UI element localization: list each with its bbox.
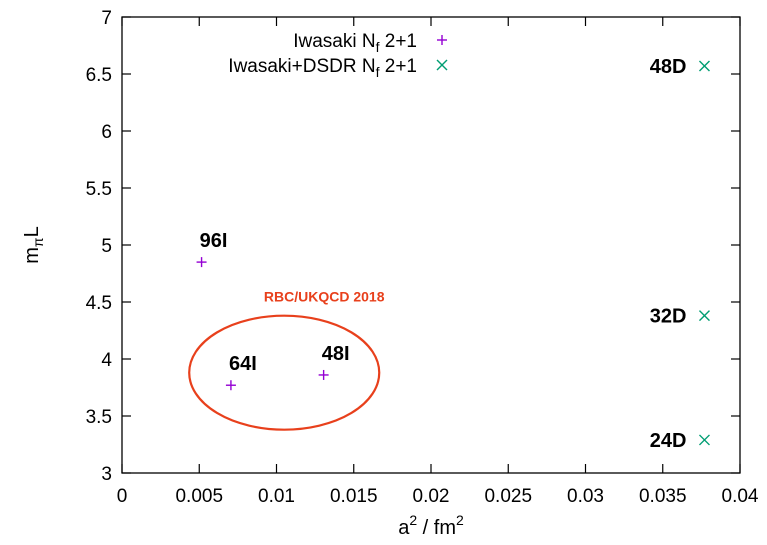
plot-frame — [121, 16, 741, 474]
legend-entry-label: Iwasaki+DSDR Nf 2+1 — [228, 56, 417, 80]
point-label: 64I — [229, 353, 257, 375]
point-label: 96I — [200, 230, 228, 252]
data-point — [698, 60, 710, 72]
y-tick-label: 5.5 — [86, 179, 112, 200]
y-tick-label: 7 — [101, 8, 112, 29]
x-axis-title: a2 / fm2 — [398, 512, 464, 539]
y-tick-label: 5 — [101, 236, 112, 257]
point-label: 32D — [650, 306, 687, 328]
data-points: 96I 64I 48I 48D 32D 24D — [196, 56, 710, 452]
x-tick-label: 0 — [117, 486, 128, 507]
y-axis-title-sub: π — [30, 237, 46, 247]
y-tick-label: 6.5 — [86, 65, 112, 86]
y-tick-label: 6 — [101, 122, 112, 143]
point-label: 48I — [322, 343, 350, 365]
group-ellipse — [188, 314, 381, 431]
y-tick-label: 3 — [101, 464, 112, 485]
data-point — [225, 380, 236, 391]
x-tick-label: 0.03 — [567, 486, 604, 507]
y-tick-label: 4.5 — [86, 293, 112, 314]
x-axis-title-mid: / fm — [417, 517, 456, 539]
legend-marker — [437, 35, 447, 45]
x-axis-title-main: a — [398, 517, 410, 539]
data-point — [196, 257, 207, 268]
y-tick-label: 4 — [101, 350, 112, 371]
group-label: RBC/UKQCD 2018 — [264, 289, 385, 305]
point-label: 48D — [650, 56, 687, 78]
y-tick-label: 3.5 — [86, 407, 112, 428]
x-tick-label: 0.025 — [484, 486, 532, 507]
legend-entry-label: Iwasaki Nf 2+1 — [293, 31, 417, 55]
tick-labels: 0 0.005 0.01 0.015 0.02 0.025 0.03 0.035 0.04 3 3.… — [86, 8, 759, 507]
x-tick-label: 0.015 — [330, 486, 378, 507]
x-tick-label: 0.02 — [413, 486, 450, 507]
annotations: RBC/UKQCD 2018 — [188, 289, 385, 431]
x-tick-label: 0.005 — [175, 486, 223, 507]
y-axis-title: mπL — [21, 226, 46, 263]
x-axis-title-sup1: 2 — [409, 512, 417, 528]
x-tick-label: 0.04 — [722, 486, 759, 507]
data-point — [318, 369, 329, 380]
x-tick-label: 0.01 — [258, 486, 295, 507]
point-label: 24D — [650, 430, 687, 452]
data-point — [698, 310, 710, 322]
y-axis-title-main: m — [21, 247, 43, 264]
x-tick-label: 0.035 — [639, 486, 687, 507]
data-point — [698, 434, 710, 446]
legend-marker — [436, 59, 448, 71]
x-axis-title-sup2: 2 — [456, 512, 464, 528]
y-axis-title-suffix: L — [21, 226, 43, 237]
